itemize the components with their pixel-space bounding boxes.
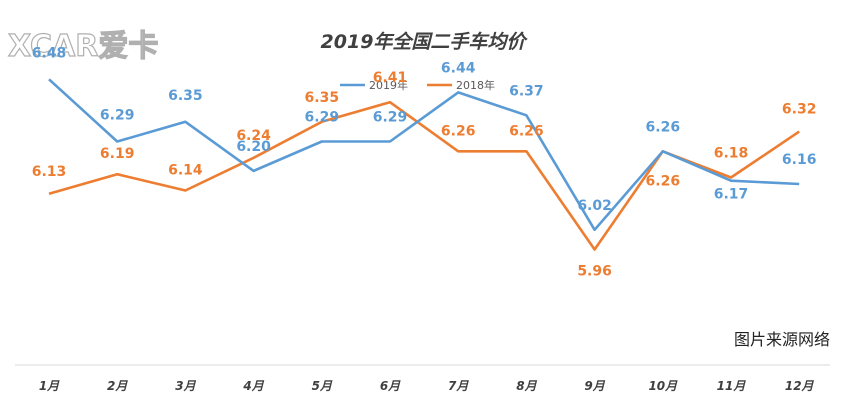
logo-text: XCAR爱卡 <box>8 29 158 64</box>
data-label-2019-12: 6.16 <box>782 152 817 168</box>
data-label-2019-1: 6.48 <box>32 45 67 61</box>
data-label-2018-11: 6.18 <box>714 146 749 162</box>
data-label-2019-9: 6.02 <box>577 198 612 214</box>
data-label-2018-4: 6.24 <box>236 128 271 144</box>
series-line-2018 <box>48 100 800 251</box>
data-label-2018-8: 6.26 <box>509 123 544 139</box>
x-tick-label-7: 7月 <box>448 379 469 393</box>
x-tick-label-3: 3月 <box>175 379 196 393</box>
data-label-2018-1: 6.13 <box>32 164 67 180</box>
data-label-2019-5: 6.29 <box>305 110 340 126</box>
data-label-2019-11: 6.17 <box>714 187 749 203</box>
x-tick-label-6: 6月 <box>380 379 401 393</box>
data-label-2018-7: 6.26 <box>441 123 476 139</box>
data-label-2019-4: 6.20 <box>236 139 271 155</box>
data-label-2019-10: 6.26 <box>646 119 681 135</box>
x-tick-label-2: 2月 <box>107 379 128 393</box>
legend-label-2019: 2019年 <box>369 78 408 92</box>
data-label-2019-3: 6.35 <box>168 88 203 104</box>
legend: 2019年 2018年 <box>340 78 495 92</box>
data-label-2019-8: 6.37 <box>509 83 544 99</box>
data-label-2019-2: 6.29 <box>100 108 135 124</box>
data-label-2018-6: 6.41 <box>373 70 408 86</box>
data-label-2019-7: 6.44 <box>441 60 476 76</box>
data-label-2018-12: 6.32 <box>782 102 817 118</box>
series-line-2019 <box>48 78 800 232</box>
x-tick-labels: 1月 2月 3月 4月 5月 6月 7月 8月 9月 10月 11月 12月 <box>39 379 815 393</box>
x-tick-label-1: 1月 <box>39 379 60 393</box>
chart-title: 2019年全国二手车均价 <box>321 31 529 53</box>
data-label-2018-3: 6.14 <box>168 163 203 179</box>
data-label-2018-9: 5.96 <box>577 264 612 280</box>
x-tick-label-5: 5月 <box>312 379 333 393</box>
x-tick-label-9: 9月 <box>584 379 605 393</box>
series-layer <box>48 78 800 251</box>
data-label-2018-5: 6.35 <box>305 90 340 106</box>
legend-item-2019: 2019年 <box>340 78 408 92</box>
watermark-logo: XCAR爱卡 <box>7 28 159 64</box>
data-label-2018-10: 6.26 <box>646 173 681 189</box>
image-credit: 图片来源网络 <box>734 330 830 349</box>
data-label-2019-6: 6.29 <box>373 110 408 126</box>
data-label-2018-2: 6.19 <box>100 146 135 162</box>
x-tick-label-12: 12月 <box>785 379 815 393</box>
x-tick-label-8: 8月 <box>516 379 537 393</box>
legend-item-2018: 2018年 <box>427 78 495 92</box>
data-labels: 6.48 6.29 6.35 6.20 6.29 6.29 6.44 6.37 6.02 6.26… <box>32 45 817 279</box>
x-tick-label-10: 10月 <box>648 379 678 393</box>
x-tick-label-11: 11月 <box>717 379 747 393</box>
legend-label-2018: 2018年 <box>456 78 495 92</box>
x-tick-label-4: 4月 <box>242 379 264 393</box>
